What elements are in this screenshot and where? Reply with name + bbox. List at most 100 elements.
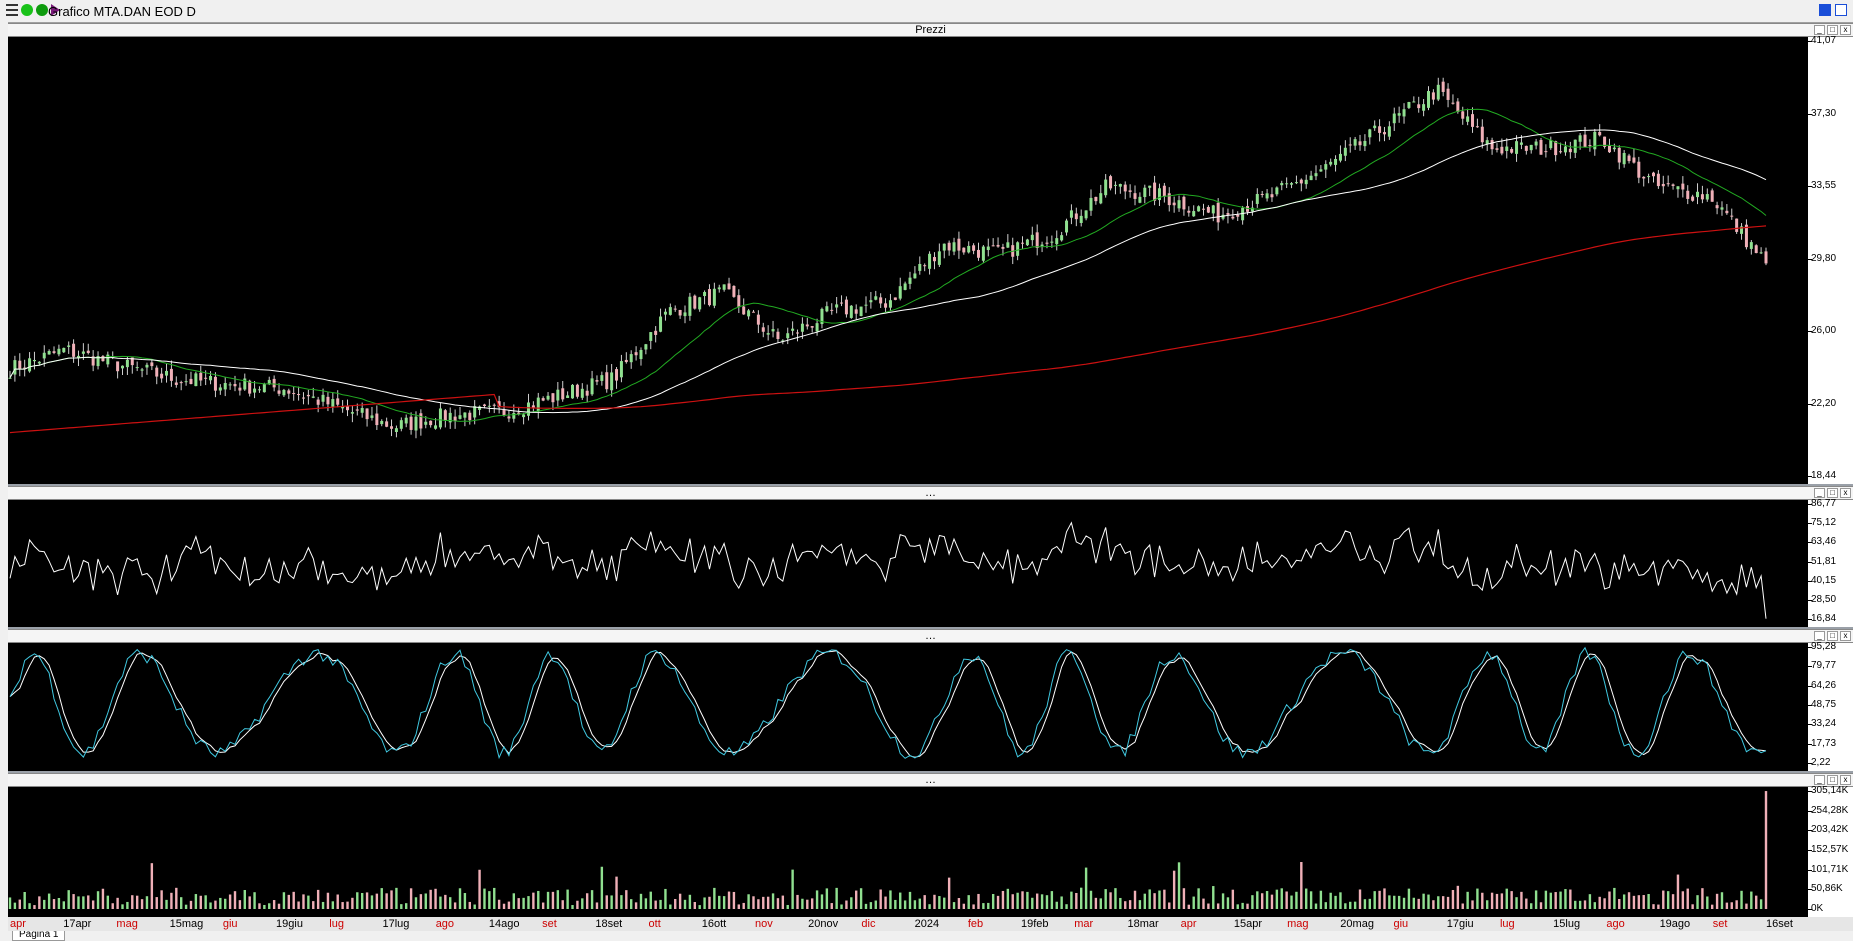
candle-body xyxy=(1696,191,1700,198)
volume-bar xyxy=(1451,890,1455,909)
volume-bar xyxy=(395,887,398,909)
candle-body xyxy=(1544,151,1548,153)
pane-separator[interactable] xyxy=(8,771,1853,773)
close-pane-button[interactable]: x xyxy=(1840,631,1851,641)
candle-body xyxy=(1554,141,1558,156)
restore-icon[interactable] xyxy=(1835,4,1847,16)
volume-chart[interactable] xyxy=(8,787,1808,917)
volume-pane-buttons: _ □ x xyxy=(1814,775,1851,785)
volume-bar xyxy=(1251,895,1254,909)
candle-body xyxy=(634,352,638,356)
oscillator-y-axis[interactable]: 86,77 75,12 63,46 51,81 40,15 28,50 16,84 xyxy=(1808,498,1853,627)
candle-body xyxy=(629,354,633,363)
volume-bar xyxy=(732,891,736,909)
stochastic-y-axis[interactable]: 95,28 79,77 64,26 48,75 33,24 17,73 2,22 xyxy=(1808,641,1853,771)
volume-bar xyxy=(781,895,785,909)
volume-bar xyxy=(1456,885,1460,909)
link-icon[interactable] xyxy=(36,4,48,16)
minimize-pane-button[interactable]: _ xyxy=(1814,25,1825,35)
volume-bar xyxy=(938,896,941,909)
close-pane-button[interactable]: x xyxy=(1840,488,1851,498)
volume-y-axis[interactable]: 305,14K 254,28K 203,42K 152,57K 101,71K 50,86… xyxy=(1808,785,1853,917)
y-tick-label: 29,80 xyxy=(1811,252,1837,264)
candle-body xyxy=(404,417,408,424)
close-pane-button[interactable]: x xyxy=(1840,25,1851,35)
candle-body xyxy=(1627,155,1631,162)
volume-bar xyxy=(1549,892,1552,909)
x-tick-label: apr xyxy=(10,918,26,930)
candle-body xyxy=(1353,139,1357,146)
candle-body xyxy=(1363,140,1367,147)
minimize-pane-button[interactable]: _ xyxy=(1814,631,1825,641)
volume-bar xyxy=(1481,892,1484,909)
candle-body xyxy=(145,364,149,368)
y-tick xyxy=(1808,869,1812,871)
candle-body xyxy=(1632,157,1636,163)
volume-bar xyxy=(1505,888,1508,909)
volume-bar xyxy=(91,900,95,909)
maximize-pane-button[interactable]: □ xyxy=(1827,488,1838,498)
volume-bar xyxy=(796,894,799,909)
maximize-pane-button[interactable]: □ xyxy=(1827,775,1838,785)
candle-body xyxy=(805,324,809,327)
candle-body xyxy=(13,360,17,375)
candle-body xyxy=(1617,147,1621,163)
volume-bar xyxy=(1740,890,1743,909)
volume-bar xyxy=(908,891,912,909)
candle-body xyxy=(1676,186,1680,190)
volume-bar xyxy=(116,897,119,909)
pane-separator[interactable] xyxy=(8,484,1853,486)
maximize-icon[interactable] xyxy=(1819,4,1831,16)
volume-bar xyxy=(913,900,917,909)
volume-bar xyxy=(1437,896,1440,909)
volume-bar xyxy=(1642,895,1645,909)
x-tick-label: mag xyxy=(116,918,138,930)
green-dot-icon[interactable] xyxy=(21,4,33,16)
candle-body xyxy=(546,395,550,400)
play-icon[interactable] xyxy=(51,4,60,16)
volume-bar xyxy=(1089,890,1093,909)
volume-bar xyxy=(1691,904,1694,909)
volume-bar xyxy=(1026,891,1029,909)
oscillator-line xyxy=(9,521,1767,619)
volume-bar xyxy=(1065,904,1068,909)
candle-body xyxy=(463,412,467,418)
volume-bar xyxy=(1525,898,1528,909)
volume-bar xyxy=(1314,903,1318,909)
candle-body xyxy=(346,405,350,411)
price-pane-title: Prezzi xyxy=(915,24,946,36)
candle-body xyxy=(106,354,110,365)
menu-icon[interactable] xyxy=(6,4,18,16)
candle-body xyxy=(1368,129,1372,138)
stochastic-k-line xyxy=(9,646,1767,760)
close-pane-button[interactable]: x xyxy=(1840,775,1851,785)
volume-bar xyxy=(1055,901,1058,909)
volume-bar xyxy=(615,876,618,909)
price-y-axis[interactable]: 41,07 37,30 33,55 29,80 26,00 22,20 18,44 xyxy=(1808,35,1853,484)
candle-body xyxy=(756,314,760,325)
date-x-axis[interactable]: apr 17apr mag 15mag giu 19giu lug 17lug ago 14ago… xyxy=(8,917,1808,931)
oscillator-chart[interactable] xyxy=(8,500,1808,627)
price-chart[interactable] xyxy=(8,37,1808,484)
stochastic-chart[interactable] xyxy=(8,643,1808,771)
minimize-pane-button[interactable]: _ xyxy=(1814,488,1825,498)
candle-body xyxy=(62,347,66,353)
volume-bar xyxy=(537,890,540,909)
y-tick xyxy=(1808,561,1812,563)
minimize-pane-button[interactable]: _ xyxy=(1814,775,1825,785)
maximize-pane-button[interactable]: □ xyxy=(1827,631,1838,641)
candle-body xyxy=(316,399,320,405)
candle-body xyxy=(267,379,271,385)
maximize-pane-button[interactable]: □ xyxy=(1827,25,1838,35)
candle-body xyxy=(1280,183,1284,186)
candle-body xyxy=(140,369,144,371)
pane-separator[interactable] xyxy=(8,627,1853,629)
tab-pagina-1[interactable]: Pagina 1 xyxy=(12,931,66,941)
oscillator-pane-header: … _ □ x xyxy=(8,486,1853,500)
candle-body xyxy=(996,244,1000,247)
volume-bar xyxy=(757,899,760,909)
volume-bar xyxy=(77,896,80,909)
volume-bar xyxy=(1177,862,1181,909)
volume-bar xyxy=(894,899,897,909)
volume-bar xyxy=(1163,889,1166,909)
